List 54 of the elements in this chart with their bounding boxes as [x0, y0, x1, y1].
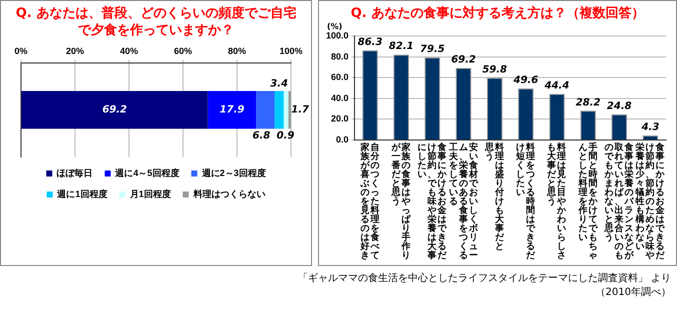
- data-label: 49.6: [512, 75, 538, 86]
- chart-title: Q. あなたの食事に対する考え方は？（複数回答）: [350, 4, 646, 22]
- y-tick-label: 0.0: [336, 134, 349, 144]
- data-label: 0.9: [276, 130, 294, 142]
- legend-label: 週に4～5回程度: [114, 168, 180, 178]
- data-label: 86.3: [358, 36, 382, 48]
- data-label: 69.2: [102, 104, 128, 116]
- y-tick-label: 80.0: [330, 51, 349, 62]
- data-label: 17.9: [220, 104, 244, 116]
- category-label: 料理をつくる時間はできるだけ短くしたい: [516, 143, 536, 261]
- x-tick-label: 60%: [174, 46, 192, 56]
- bar: [284, 91, 288, 129]
- chart-title: Q. あなたは、普段、どのくらいの頻度でご自宅で夕食を作っていますか？: [14, 4, 298, 39]
- category-label: 料理は盛り付けも大事だと思う: [484, 143, 504, 252]
- bar: [22, 91, 208, 129]
- y-tick-label: 20.0: [330, 114, 349, 124]
- text: （2010年調べ）: [594, 286, 671, 300]
- data-label: 59.8: [482, 64, 508, 76]
- bar: [208, 91, 256, 129]
- data-label: 3.4: [270, 78, 288, 90]
- y-tick-label: 60.0: [330, 72, 349, 82]
- x-tick-label: 100%: [279, 46, 303, 56]
- category-label: 料理は見た目やかわいらしさも大事だと思う: [547, 143, 566, 261]
- category-label: 食事は栄養のバランスなどが取れていれば、出来合いのものでもかまわないと思う: [604, 143, 634, 261]
- x-tick-label: 0%: [14, 46, 28, 56]
- category-label: 食事にかけるお金はできるだけ節約、節約のためなら味や栄養は少々犠牲も構わない: [636, 143, 665, 261]
- legend-label: 月1回程度: [128, 188, 171, 199]
- category-label: 自分のつくった料理を食べて家族が喜ぶのを見るのは好き: [360, 143, 380, 261]
- bar: [256, 91, 275, 129]
- data-label: 82.1: [388, 41, 414, 52]
- data-label: 4.3: [640, 122, 660, 134]
- legend-label: 週に1回程度: [56, 188, 108, 199]
- data-label: 1.7: [291, 104, 310, 116]
- legend-label: 週に2～3回程度: [200, 168, 266, 178]
- data-label: 28.2: [576, 97, 600, 108]
- legend-label: ほぼ毎日: [56, 168, 93, 178]
- text: 「ギャルママの食生活を中心としたライフスタイルをテーマにした調査資料」 より: [298, 272, 671, 286]
- x-tick-label: 40%: [120, 46, 138, 56]
- legend-label: 料理はつくらない: [192, 188, 266, 199]
- category-label: 食事にかけるお金はできるだけ節約、でも味や栄養は大事にしたい: [418, 143, 447, 261]
- data-label: 69.2: [451, 54, 476, 66]
- data-label: 44.4: [544, 80, 570, 92]
- category-label: 安い食材でおいしくボリューム、栄養のある食事をつくる工夫をしている: [448, 143, 478, 261]
- data-label: 79.5: [420, 44, 445, 55]
- y-axis-title: (%): [327, 22, 342, 31]
- category-label: 家族の食事はやっぱり手作りが一番だと思う: [391, 143, 410, 261]
- category-label: 手間と時間をかけてでもちゃんとした料理を作りたい: [578, 143, 598, 261]
- data-label: 24.8: [606, 100, 632, 112]
- bar: [274, 91, 284, 129]
- y-tick-label: 40.0: [330, 92, 349, 103]
- x-tick-label: 80%: [228, 46, 246, 56]
- y-tick-label: 100.0: [326, 30, 349, 40]
- data-label: 6.8: [252, 130, 270, 142]
- x-tick-label: 20%: [66, 46, 84, 56]
